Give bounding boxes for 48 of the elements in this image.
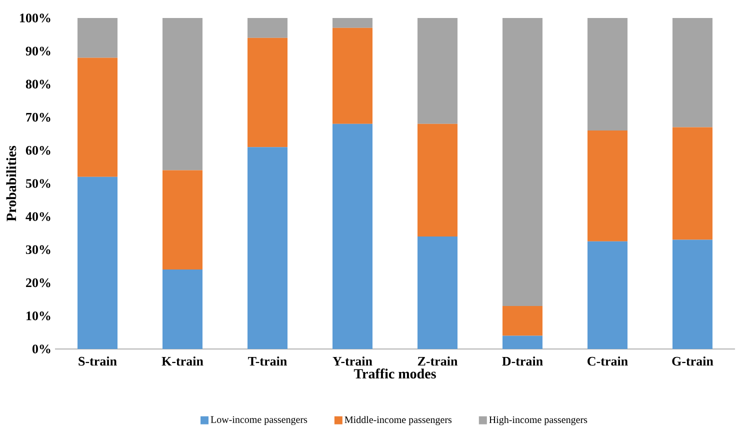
bar [78,58,118,178]
bar [502,336,542,350]
y-axis-title: Probabilities [6,146,16,222]
bar [162,270,203,350]
bar [248,38,288,148]
bar [332,124,372,350]
bar [248,18,288,38]
y-tick-label: 80% [26,80,50,89]
legend-label: High-income passengers [489,416,588,426]
x-tick-label: G-train [672,356,714,366]
y-tick-label: 60% [26,146,50,156]
y-tick-label: 100% [20,14,50,23]
x-tick-label: K-train [162,356,204,366]
y-tick-label: 40% [26,212,50,222]
bar [587,242,628,350]
bar [417,18,458,124]
x-tick-label: T-train [248,356,287,366]
x-tick-label: S-train [78,356,117,366]
bar [162,170,203,270]
x-tick-label: C-train [588,356,628,366]
legend-label: Middle-income passengers [344,416,452,426]
bar [78,18,118,58]
x-tick-label: Z-train [418,356,458,366]
bar [162,18,203,170]
bar [248,147,288,350]
bar [332,28,372,124]
bar [587,18,628,131]
bar [417,236,458,350]
y-tick-label: 70% [26,113,50,122]
bar [417,124,458,237]
y-tick-label: 30% [26,246,50,254]
y-tick-label: 0% [32,344,50,354]
bar [502,306,542,336]
x-axis-title: Traffic modes [354,368,436,379]
bar [332,18,372,28]
legend-label: Low-income passengers [210,416,308,426]
x-tick-label: Y-train [332,356,372,366]
y-tick-label: 90% [26,46,50,56]
bar [672,240,712,350]
bar [672,127,712,240]
x-tick-label: D-train [502,356,543,366]
y-tick-label: 50% [26,179,50,188]
y-tick-label: 20% [26,278,50,288]
bar [672,18,712,128]
bar [78,177,118,350]
bar [502,18,542,306]
bar [587,130,628,242]
y-tick-label: 10% [26,312,50,321]
